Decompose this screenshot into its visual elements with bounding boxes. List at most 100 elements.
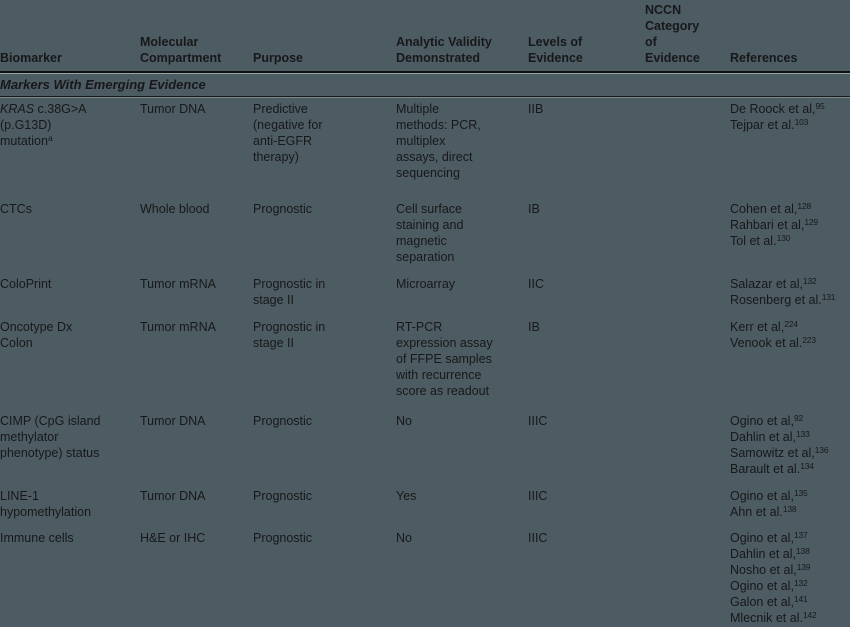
nccn-category-cell xyxy=(645,484,730,526)
reference-line: De Roock et al,95 xyxy=(730,101,838,117)
references-cell: Cohen et al,128 Rahbari et al,129 Tol et a… xyxy=(730,197,850,272)
reference-number: 128 xyxy=(797,201,812,211)
col-header-molecular-compartment: Molecular Compartment xyxy=(140,35,222,65)
reference-text: Samowitz et al, xyxy=(730,446,815,460)
level-of-evidence-cell: IIIC xyxy=(528,531,548,545)
analytic-validity-cell: Yes xyxy=(396,489,417,503)
molecular-compartment-cell: Tumor DNA xyxy=(140,102,206,116)
biomarker-text: LINE-1 hypomethylation xyxy=(0,489,92,519)
analytic-validity-cell: No xyxy=(396,414,412,428)
reference-number: 135 xyxy=(793,488,808,498)
table-row: CTCs Whole blood Prognostic Cell surface st… xyxy=(0,197,850,272)
biomarker-text: Oncotype Dx Colon xyxy=(0,320,73,350)
molecular-compartment-cell: Tumor mRNA xyxy=(140,277,216,291)
level-of-evidence-cell: IIIC xyxy=(528,489,548,503)
reference-number: 139 xyxy=(796,562,811,572)
reference-text: Salazar et al, xyxy=(730,277,803,291)
nccn-category-cell xyxy=(645,409,730,484)
reference-line: Kerr et al,224 xyxy=(730,319,838,335)
reference-number: 133 xyxy=(796,429,810,439)
reference-line: Dahlin et al,133 xyxy=(730,429,838,445)
reference-line: Mlecnik et al.142 xyxy=(730,610,838,626)
molecular-compartment-cell: Tumor DNA xyxy=(140,489,206,503)
reference-text: Dahlin et al, xyxy=(730,547,797,561)
reference-text: Ogino et al, xyxy=(730,579,794,593)
reference-line: Dahlin et al,138 xyxy=(730,546,838,562)
nccn-category-cell xyxy=(645,197,730,272)
molecular-compartment-cell: Whole blood xyxy=(140,202,210,216)
references-cell: Kerr et al,224 Venook et al.223 xyxy=(730,315,850,409)
reference-number: 138 xyxy=(782,504,797,514)
references-cell: Ogino et al,137 Dahlin et al,138 Nosho et … xyxy=(730,526,850,626)
level-of-evidence-cell: IB xyxy=(528,202,540,216)
reference-text: Ogino et al, xyxy=(730,414,794,428)
reference-text: Tol et al. xyxy=(730,234,777,248)
reference-number: 95 xyxy=(815,101,825,111)
level-of-evidence-cell: IB xyxy=(528,320,540,334)
biomarker-cell: KRAS c.38G>A (p.G13D) mutationa xyxy=(0,97,140,197)
level-of-evidence-cell: IIIC xyxy=(528,414,548,428)
biomarker-text: KRAS xyxy=(0,102,35,116)
reference-line: Ogino et al,135 xyxy=(730,488,838,504)
section-title: Markers With Emerging Evidence xyxy=(0,73,850,97)
reference-text: Barault et al. xyxy=(730,462,801,476)
table-row: KRAS c.38G>A (p.G13D) mutationa Tumor DNA… xyxy=(0,97,850,197)
reference-line: Tol et al.130 xyxy=(730,233,838,249)
reference-text: Dahlin et al, xyxy=(730,430,797,444)
references-cell: Ogino et al,92 Dahlin et al,133 Samowitz e… xyxy=(730,409,850,484)
nccn-category-cell xyxy=(645,526,730,626)
col-header-analytic-validity: Analytic Validity Demonstrated xyxy=(396,35,492,65)
reference-number: 224 xyxy=(784,319,798,329)
purpose-cell: Prognostic in stage II xyxy=(253,320,326,350)
reference-line: Tejpar et al.103 xyxy=(730,117,838,133)
reference-line: Ogino et al,132 xyxy=(730,578,838,594)
reference-text: De Roock et al, xyxy=(730,102,816,116)
reference-text: Ogino et al, xyxy=(730,531,794,545)
footnote-marker: a xyxy=(47,133,53,143)
biomarker-cell: CIMP (CpG island methylator phenotype) s… xyxy=(0,409,140,484)
table-header-row: Biomarker Molecular Compartment Purpose … xyxy=(0,0,850,71)
reference-number: 134 xyxy=(800,461,814,471)
purpose-cell: Prognostic xyxy=(253,489,313,503)
reference-number: 142 xyxy=(802,610,817,620)
table-row: Oncotype Dx Colon Tumor mRNA Prognostic in… xyxy=(0,315,850,409)
reference-line: Nosho et al,139 xyxy=(730,562,838,578)
col-header-nccn-category: NCCN Category of Evidence xyxy=(645,3,700,65)
reference-number: 132 xyxy=(793,578,808,588)
nccn-category-cell xyxy=(645,272,730,315)
reference-text: Galon et al, xyxy=(730,595,794,609)
reference-line: Rahbari et al,129 xyxy=(730,217,838,233)
reference-number: 223 xyxy=(802,335,816,345)
reference-line: Samowitz et al,136 xyxy=(730,445,838,461)
level-of-evidence-cell: IIC xyxy=(528,277,544,291)
references-cell: Salazar et al,132 Rosenberg et al.131 xyxy=(730,272,850,315)
analytic-validity-cell: RT-PCR expression assay of FFPE samples … xyxy=(396,320,493,398)
biomarker-text: ColoPrint xyxy=(0,277,52,291)
reference-line: Cohen et al,128 xyxy=(730,201,838,217)
reference-number: 136 xyxy=(814,445,829,455)
reference-line: Rosenberg et al.131 xyxy=(730,292,838,308)
molecular-compartment-cell: Tumor mRNA xyxy=(140,320,216,334)
col-header-biomarker: Biomarker xyxy=(0,51,62,65)
purpose-cell: Prognostic xyxy=(253,531,313,545)
reference-text: Venook et al. xyxy=(730,336,803,350)
reference-number: 130 xyxy=(776,233,791,243)
biomarker-cell: LINE-1 hypomethylation xyxy=(0,484,140,526)
biomarker-text: c.38G>A (p.G13D) mutation xyxy=(0,102,87,148)
biomarker-text: CIMP (CpG island methylator phenotype) s… xyxy=(0,414,101,460)
reference-number: 92 xyxy=(793,413,803,423)
analytic-validity-cell: Multiple methods: PCR, multiplex assays,… xyxy=(396,102,481,180)
col-header-references: References xyxy=(730,51,798,65)
reference-line: Ogino et al,137 xyxy=(730,530,838,546)
analytic-validity-cell: Microarray xyxy=(396,277,456,291)
reference-number: 138 xyxy=(796,546,810,556)
analytic-validity-cell: No xyxy=(396,531,412,545)
table-row: LINE-1 hypomethylation Tumor DNA Prognosti… xyxy=(0,484,850,526)
references-cell: De Roock et al,95 Tejpar et al.103 xyxy=(730,97,850,197)
reference-line: Venook et al.223 xyxy=(730,335,838,351)
reference-text: Rosenberg et al. xyxy=(730,293,822,307)
analytic-validity-cell: Cell surface staining and magnetic separ… xyxy=(396,202,464,264)
reference-text: Rahbari et al, xyxy=(730,218,805,232)
reference-number: 137 xyxy=(793,530,808,540)
reference-line: Barault et al.134 xyxy=(730,461,838,477)
